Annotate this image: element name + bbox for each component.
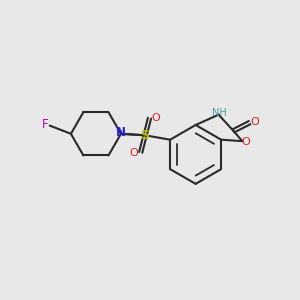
Text: F: F [42, 118, 48, 131]
Text: O: O [130, 148, 139, 158]
Text: NH: NH [212, 108, 226, 118]
Text: N: N [116, 126, 125, 140]
Text: O: O [242, 137, 250, 147]
Text: S: S [141, 129, 150, 142]
Text: O: O [250, 117, 259, 127]
Text: O: O [152, 112, 160, 123]
